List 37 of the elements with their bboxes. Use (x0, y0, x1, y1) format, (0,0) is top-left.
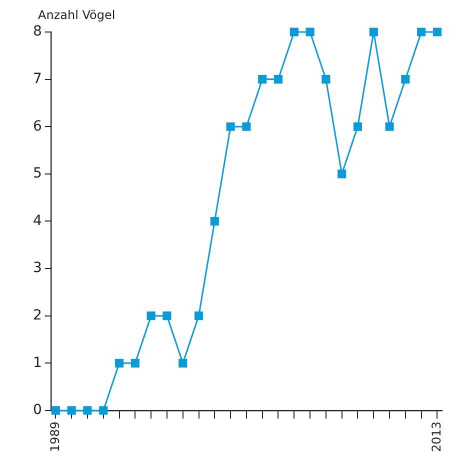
point (401, 75, 410, 84)
point (290, 28, 298, 36)
point (146, 312, 156, 320)
y-tick-label: 0 (32, 402, 42, 418)
point (417, 28, 426, 36)
point (353, 122, 362, 131)
y-tick-label: 8 (32, 24, 42, 40)
point (162, 312, 172, 320)
x-tick-label: 2013 (429, 421, 444, 452)
y-tick-label: 7 (32, 70, 42, 87)
point (338, 170, 346, 178)
y-tick-label: 4 (32, 212, 42, 229)
point (83, 406, 92, 415)
y-tick-label: 3 (32, 260, 42, 276)
point (210, 216, 219, 226)
point (369, 28, 378, 36)
point (67, 406, 76, 415)
point (242, 122, 251, 131)
point (306, 28, 314, 36)
point (226, 122, 235, 131)
point (385, 122, 394, 131)
point (130, 358, 140, 368)
point (99, 406, 108, 415)
point (274, 75, 283, 84)
y-tick-label: 6 (32, 118, 42, 134)
y-tick-label: 2 (32, 307, 42, 324)
y-tick-label: 5 (32, 166, 42, 182)
point (194, 312, 204, 320)
point (178, 358, 188, 368)
y-axis-title: Anzahl Vögel (38, 8, 116, 22)
point (258, 75, 267, 84)
point (432, 28, 442, 36)
x-tick-label: 1989 (48, 421, 62, 452)
point (51, 406, 60, 415)
point (114, 358, 124, 368)
point (322, 75, 330, 84)
y-tick-label: 1 (32, 354, 42, 371)
